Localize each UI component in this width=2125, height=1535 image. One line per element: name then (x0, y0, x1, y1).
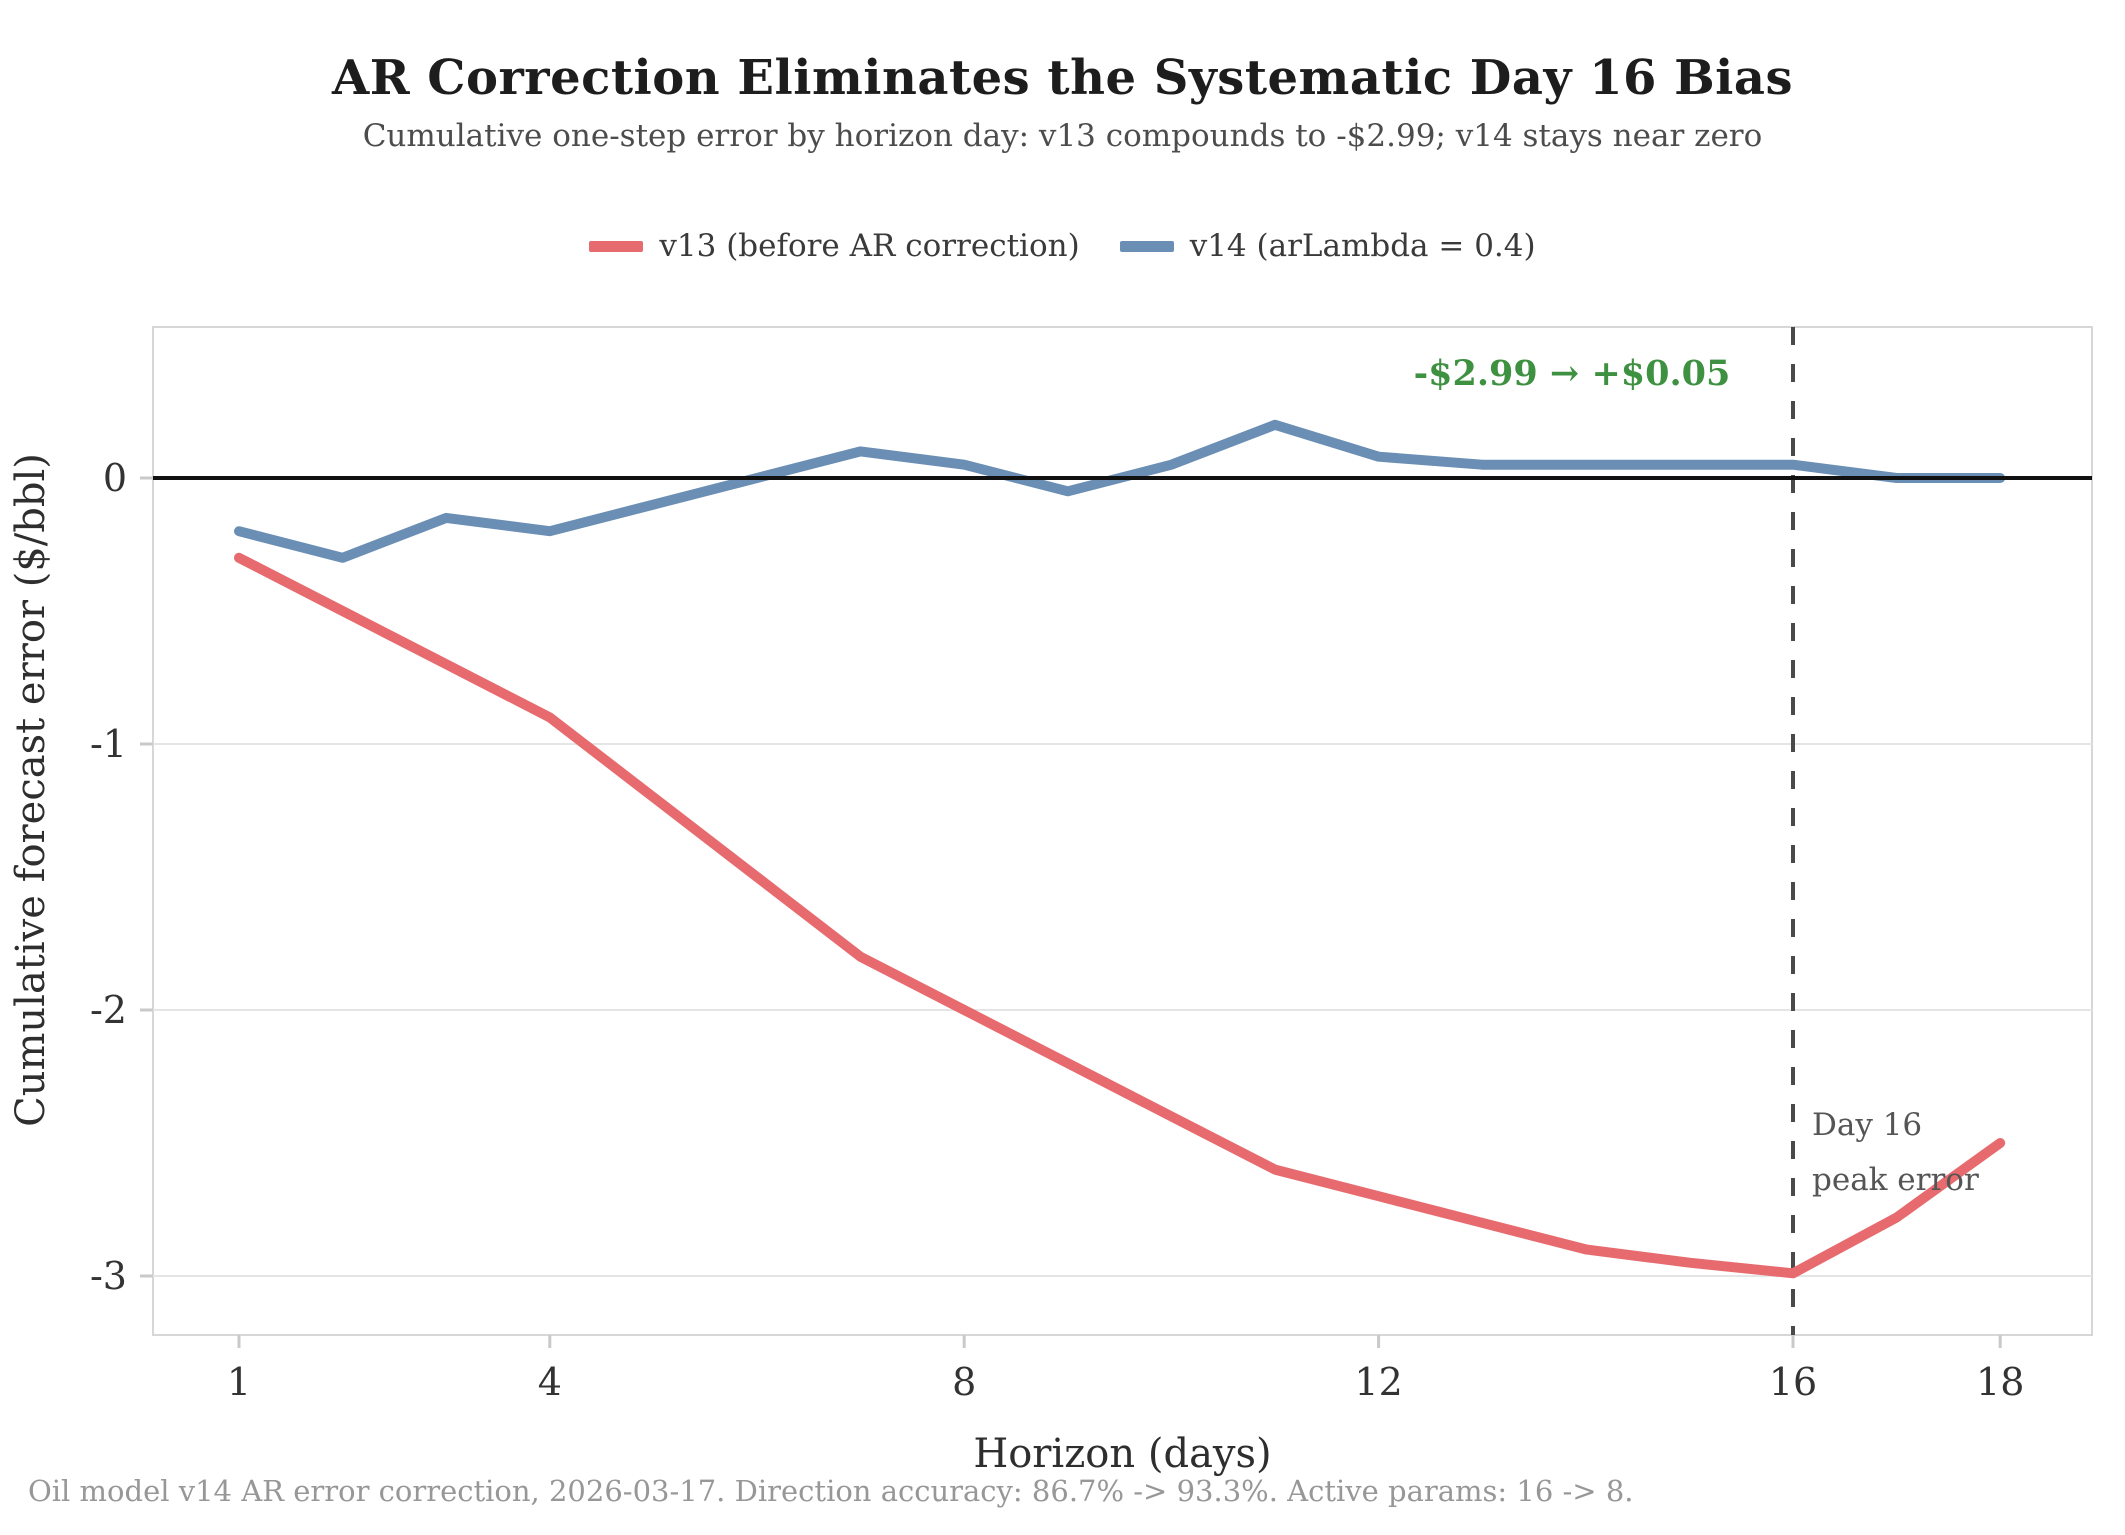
xtick-label: 16 (1769, 1360, 1817, 1404)
legend: v13 (before AR correction) v14 (arLambda … (0, 228, 2125, 264)
y-axis-title: Cumulative forecast error ($/bbl) (8, 453, 54, 1127)
legend-item-v13: v13 (before AR correction) (589, 228, 1080, 264)
legend-swatch-v14 (1119, 240, 1174, 252)
xtick-label: 1 (227, 1360, 251, 1404)
chart-title: AR Correction Eliminates the Systematic … (331, 50, 1794, 106)
x-axis-title: Horizon (days) (973, 1431, 1271, 1477)
legend-label: v14 (arLambda = 0.4) (1189, 228, 1536, 264)
ytick-label: 0 (103, 456, 127, 500)
legend-swatch-v13 (589, 240, 644, 252)
xtick-label: 12 (1354, 1360, 1402, 1404)
chart-footer: Oil model v14 AR error correction, 2026-… (28, 1474, 1634, 1508)
plot-border (152, 326, 2093, 1336)
v14-line (234, 419, 2006, 563)
xtick-label: 4 (538, 1360, 562, 1404)
xtick-label: 8 (952, 1360, 976, 1404)
legend-label: v13 (before AR correction) (659, 228, 1080, 264)
ytick-label: -2 (90, 988, 127, 1032)
ytick-label: -1 (90, 722, 127, 766)
day16-annotation-line2: peak error (1812, 1162, 1979, 1198)
xtick-label: 18 (1976, 1360, 2024, 1404)
ytick-label: -3 (90, 1254, 127, 1298)
day16-annotation-line1: Day 16 (1812, 1107, 1922, 1143)
v13-line (234, 552, 2006, 1279)
chart-subtitle: Cumulative one-step error by horizon day… (362, 118, 1763, 154)
improvement-annotation: -$2.99 → +$0.05 (1414, 353, 1731, 394)
legend-item-v14: v14 (arLambda = 0.4) (1119, 228, 1536, 264)
